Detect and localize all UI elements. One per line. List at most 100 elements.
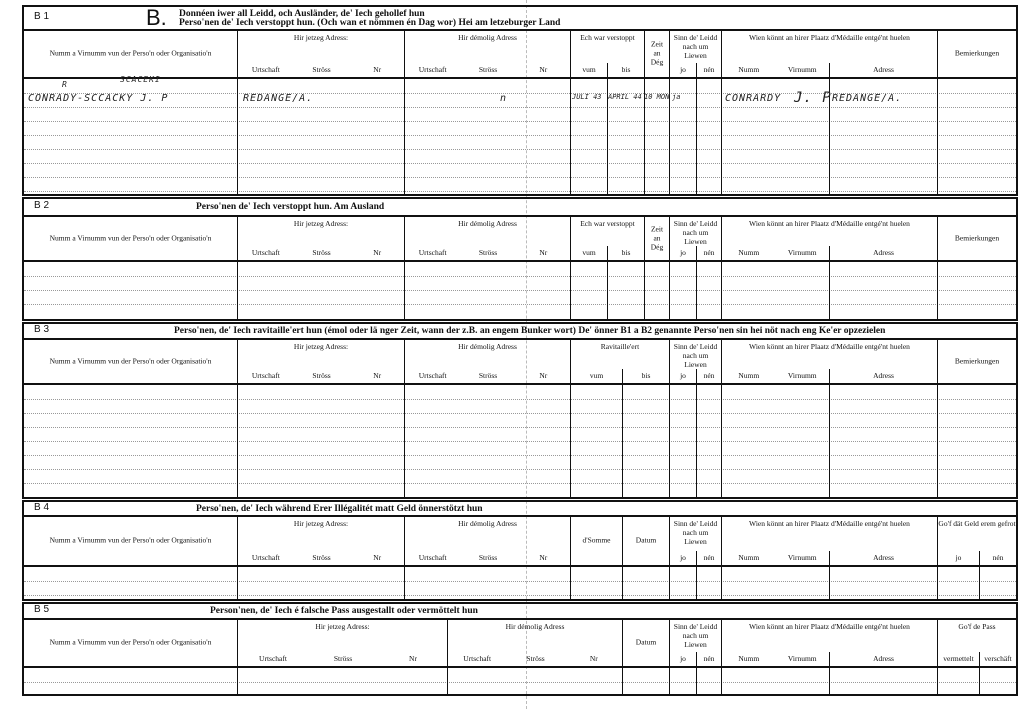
entry-line (24, 413, 1016, 414)
column-header-label: Go'f de Pass (958, 622, 996, 631)
column-subheader: Numm (738, 65, 760, 74)
handwritten-medal-address: REDANGE/A. (832, 93, 903, 104)
section-b2: B 2 Perso'nen de' Iech verstoppt hun. Am … (22, 197, 1018, 321)
section-title-bar: B 5 Person'nen, de' Iech é falsche Pass a… (24, 604, 1016, 620)
column-header: Go'f de Pass vermettelt verschäft (938, 618, 1016, 668)
column-subheader: Ströss (312, 65, 331, 74)
column-divider (829, 369, 830, 497)
column-subheader: Ströss (312, 248, 331, 257)
column-subheader: jo (680, 371, 686, 380)
column-header: Sinn de' Leidd nach um Liewen jo nén (670, 29, 721, 79)
handwritten-medal-firstname: J. P (794, 90, 832, 106)
entry-line (24, 595, 1016, 596)
column-header-label: Bemierkungen (954, 233, 1000, 242)
column-subheader: Ströss (478, 371, 498, 380)
column-divider (696, 63, 697, 194)
entry-line (24, 290, 1016, 291)
column-1: Hir jetzeg Adress: Urtschaft Ströss Nr (237, 618, 447, 694)
entry-line (24, 483, 1016, 484)
column-subheader: Urtschaft (251, 248, 280, 257)
column-divider (607, 246, 608, 319)
column-header: Hir démolig Adress Urtschaft Ströss Nr (405, 215, 570, 262)
column-subheader: Urtschaft (259, 654, 287, 663)
column-subheader: bis (621, 65, 631, 74)
column-subheader: Virnumm (787, 654, 817, 663)
section-title: Perso'nen, de' Iech ravitaille'ert hun (… (174, 326, 886, 336)
column-subheader: Urtschaft (418, 248, 447, 257)
section-title-bar: B 2 Perso'nen de' Iech verstoppt hun. Am … (24, 199, 1016, 217)
column-header: Numm a Virnumm vun der Perso'n oder Orga… (24, 618, 237, 668)
column-header-label: Wien könnt an hirer Plaatz d'Médaille en… (749, 519, 910, 528)
section-b1: B 1 B. Donnéen iwer all Leidd, och Ausländ… (22, 5, 1018, 196)
column-header: Bemierkungen (938, 29, 1016, 79)
column-divider (829, 246, 830, 319)
column-header: Sinn de' Leidd nach um Liewen jo nén (670, 618, 721, 668)
entry-line (24, 276, 1016, 277)
entry-line (24, 121, 1016, 122)
column-subheader: Nr (539, 248, 548, 257)
column-2: Hir démolig Adress Urtschaft Ströss Nr (404, 338, 570, 497)
column-header-label: Ravitaille'ert (600, 342, 640, 351)
column-2: Hir démolig Adress Urtschaft Ströss Nr (447, 618, 622, 694)
column-5: Wien könnt an hirer Plaatz d'Médaille en… (721, 618, 937, 694)
column-header-label: Hir démolig Adress (505, 622, 565, 631)
column-6: Bemierkungen (937, 338, 1016, 497)
column-header-label: Numm a Virnumm vun der Perso'n oder Orga… (49, 233, 212, 242)
entry-line (24, 191, 1016, 192)
section-title: Person'nen, de' Iech é falsche Pass ausg… (210, 606, 478, 616)
column-subheader: Urtschaft (251, 371, 280, 380)
column-subheader: Adress (873, 65, 894, 74)
column-header-label: Hir jetzeg Adress: (293, 342, 349, 351)
column-header-label: Bemierkungen (954, 48, 1000, 58)
column-subheader: Virnumm (787, 553, 817, 562)
form-letter: B. (146, 5, 167, 30)
handwritten-name: CONRADY-SCCACKY J. P (28, 93, 169, 104)
column-7: Go'f dät Geld erem gefrot jo nén (937, 515, 1016, 599)
column-header: Hir démolig Adress Urtschaft Ströss Nr (405, 29, 570, 79)
column-subheader: Numm (738, 553, 760, 562)
column-header: Bemierkungen (938, 215, 1016, 262)
column-header-label: Sinn de' Leidd nach um Liewen (673, 33, 718, 60)
column-subheader: Ströss (312, 371, 331, 380)
column-header-label: Datum (635, 637, 657, 647)
column-subheader: Ströss (478, 65, 498, 74)
column-subheader: verschäft (984, 654, 1012, 663)
column-header-label: Hir démolig Adress (458, 342, 517, 351)
column-subheader: Nr (539, 553, 548, 562)
column-5: Sinn de' Leidd nach um Liewen jo nén (669, 515, 721, 599)
column-0: Numm a Virnumm vun der Perso'n oder Orga… (24, 29, 237, 194)
column-subheader: nén (703, 371, 715, 380)
column-divider (696, 652, 697, 694)
column-subheader: Ströss (478, 248, 498, 257)
column-header: Zeit an Dég (645, 215, 669, 262)
column-subheader: Virnumm (787, 371, 817, 380)
column-header-label: Wien könnt an hirer Plaatz d'Médaille en… (749, 342, 910, 351)
column-header: Numm a Virnumm vun der Perso'n oder Orga… (24, 29, 237, 79)
column-0: Numm a Virnumm vun der Perso'n oder Orga… (24, 338, 237, 497)
column-subheader: Nr (539, 65, 548, 74)
column-1: Hir jetzeg Adress: Urtschaft Ströss Nr (237, 515, 404, 599)
entry-line (24, 107, 1016, 108)
entry-line (24, 581, 1016, 582)
column-subheader: Nr (373, 371, 382, 380)
column-1: Hir jetzeg Adress: Urtschaft Ströss Nr (237, 338, 404, 497)
column-6: Go'f de Pass vermettelt verschäft (937, 618, 1016, 694)
column-2: Hir démolig Adress Urtschaft Ströss Nr (404, 29, 570, 194)
section-id: B 3 (34, 324, 50, 335)
column-1: Hir jetzeg Adress: Urtschaft Ströss Nr (237, 29, 404, 194)
column-header: Go'f dät Geld erem gefrot jo nén (938, 515, 1016, 567)
column-header-label: Wien könnt an hirer Plaatz d'Médaille en… (749, 33, 910, 42)
column-subheader: Ströss (526, 654, 545, 663)
column-1: Hir jetzeg Adress: Urtschaft Ströss Nr (237, 215, 404, 319)
section-id: B 4 (34, 501, 50, 513)
column-header: Sinn de' Leidd nach um Liewen jo nén (670, 515, 721, 567)
column-subheader: bis (641, 371, 651, 380)
column-subheader: nén (992, 553, 1004, 562)
entry-line (24, 177, 1016, 178)
entry-line (24, 149, 1016, 150)
column-header: Datum (623, 515, 669, 567)
column-subheader: Adress (873, 654, 894, 663)
column-header-label: Ech war verstoppt (580, 33, 635, 42)
column-7: Bemierkungen (937, 215, 1016, 319)
entry-line (24, 304, 1016, 305)
